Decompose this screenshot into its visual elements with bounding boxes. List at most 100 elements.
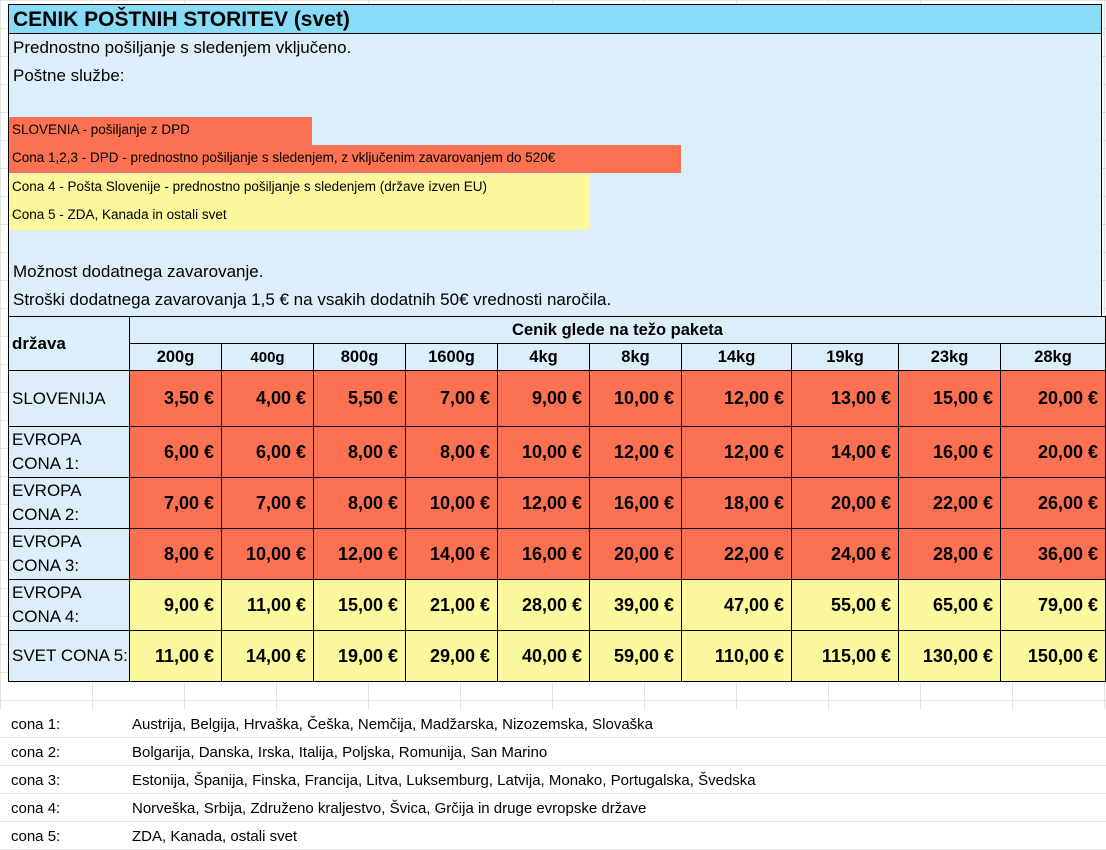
price-cell[interactable]: 29,00 € <box>405 630 498 682</box>
price-cell[interactable]: 14,00 € <box>791 426 899 478</box>
price-cell[interactable]: 55,00 € <box>791 579 899 631</box>
price-cell[interactable]: 20,00 € <box>1000 370 1106 427</box>
price-cell[interactable]: 4,00 € <box>221 370 314 427</box>
title-cell[interactable]: CENIK POŠTNIH STORITEV (svet) <box>8 4 1102 34</box>
price-cell[interactable]: 7,00 € <box>129 477 222 529</box>
price-cell[interactable]: 8,00 € <box>313 426 406 478</box>
weight-header[interactable]: 800g <box>313 343 406 371</box>
row-divider <box>0 793 1106 794</box>
country-cell[interactable]: EVROPA CONA 3: <box>8 528 130 580</box>
price-cell[interactable]: 15,00 € <box>313 579 406 631</box>
country-cell[interactable]: EVROPA CONA 4: <box>8 579 130 631</box>
price-cell[interactable]: 19,00 € <box>313 630 406 682</box>
price-cell[interactable]: 6,00 € <box>221 426 314 478</box>
price-cell[interactable]: 10,00 € <box>221 528 314 580</box>
price-cell[interactable]: 12,00 € <box>681 370 792 427</box>
zone-countries[interactable]: ZDA, Kanada, ostali svet <box>132 828 298 845</box>
price-cell[interactable]: 28,00 € <box>497 579 590 631</box>
price-cell[interactable]: 20,00 € <box>589 528 682 580</box>
band-cona-4-text: Cona 4 - Pošta Slovenije - prednostno po… <box>12 179 487 194</box>
price-cell[interactable]: 14,00 € <box>405 528 498 580</box>
price-cell[interactable]: 36,00 € <box>1000 528 1106 580</box>
price-cell[interactable]: 59,00 € <box>589 630 682 682</box>
weight-header[interactable]: 19kg <box>791 343 899 371</box>
weight-header[interactable]: 28kg <box>1000 343 1106 371</box>
price-cell[interactable]: 150,00 € <box>1000 630 1106 682</box>
weight-header[interactable]: 200g <box>129 343 222 371</box>
zone-key[interactable]: cona 5: <box>11 828 61 845</box>
weight-header[interactable]: 23kg <box>898 343 1001 371</box>
price-cell[interactable]: 16,00 € <box>497 528 590 580</box>
country-cell[interactable]: SVET CONA 5: <box>8 630 130 682</box>
weight-header[interactable]: 1600g <box>405 343 498 371</box>
price-cell[interactable]: 115,00 € <box>791 630 899 682</box>
band-cona-5: Cona 5 - ZDA, Kanada in ostali svet <box>9 202 589 230</box>
price-cell[interactable]: 9,00 € <box>129 579 222 631</box>
price-cell[interactable]: 3,50 € <box>129 370 222 427</box>
country-cell[interactable]: SLOVENIJA <box>8 370 130 427</box>
price-cell[interactable]: 20,00 € <box>1000 426 1106 478</box>
zone-key[interactable]: cona 4: <box>11 800 61 817</box>
zone-countries[interactable]: Bolgarija, Danska, Irska, Italija, Poljs… <box>132 744 548 761</box>
price-cell[interactable]: 7,00 € <box>221 477 314 529</box>
price-cell[interactable]: 12,00 € <box>589 426 682 478</box>
price-cell[interactable]: 20,00 € <box>791 477 899 529</box>
price-cell[interactable]: 13,00 € <box>791 370 899 427</box>
price-cell[interactable]: 12,00 € <box>681 426 792 478</box>
zone-row: cona 3: Estonija, Španija, Finska, Franci… <box>0 766 1106 794</box>
weight-header[interactable]: 14kg <box>681 343 792 371</box>
zone-countries[interactable]: Norveška, Srbija, Združeno kraljestvo, Š… <box>132 800 647 817</box>
zone-key[interactable]: cona 1: <box>11 716 61 733</box>
weight-header[interactable]: 4kg <box>497 343 590 371</box>
price-cell[interactable]: 12,00 € <box>313 528 406 580</box>
price-cell[interactable]: 5,50 € <box>313 370 406 427</box>
band-cona-1-2-3: Cona 1,2,3 - DPD - prednostno pošiljanje… <box>9 145 681 173</box>
price-cell[interactable]: 39,00 € <box>589 579 682 631</box>
price-cell[interactable]: 28,00 € <box>898 528 1001 580</box>
price-cell[interactable]: 7,00 € <box>405 370 498 427</box>
price-cell[interactable]: 8,00 € <box>405 426 498 478</box>
price-cell[interactable]: 10,00 € <box>497 426 590 478</box>
price-cell[interactable]: 10,00 € <box>405 477 498 529</box>
price-cell[interactable]: 15,00 € <box>898 370 1001 427</box>
price-cell[interactable]: 18,00 € <box>681 477 792 529</box>
price-cell[interactable]: 21,00 € <box>405 579 498 631</box>
zone-countries[interactable]: Austrija, Belgija, Hrvaška, Češka, Nemči… <box>132 716 654 733</box>
band-slovenia: SLOVENIA - pošiljanje z DPD <box>9 117 312 145</box>
price-cell[interactable]: 22,00 € <box>681 528 792 580</box>
country-cell[interactable]: EVROPA CONA 1: <box>8 426 130 478</box>
price-row: EVROPA CONA 4: 9,00 €11,00 €15,00 €21,00 … <box>8 579 1106 631</box>
price-cell[interactable]: 16,00 € <box>898 426 1001 478</box>
info-tracking-line: Prednostno pošiljanje s sledenjem vključ… <box>13 38 352 57</box>
price-cell[interactable]: 24,00 € <box>791 528 899 580</box>
info-box: Prednostno pošiljanje s sledenjem vključ… <box>8 34 1102 316</box>
price-cell[interactable]: 11,00 € <box>129 630 222 682</box>
weight-header[interactable]: 400g <box>221 343 314 371</box>
price-cell[interactable]: 11,00 € <box>221 579 314 631</box>
price-cell[interactable]: 8,00 € <box>313 477 406 529</box>
weight-group-header[interactable]: Cenik glede na težo paketa <box>129 316 1106 344</box>
price-cell[interactable]: 16,00 € <box>589 477 682 529</box>
price-cell[interactable]: 10,00 € <box>589 370 682 427</box>
price-cell[interactable]: 79,00 € <box>1000 579 1106 631</box>
price-cell[interactable]: 47,00 € <box>681 579 792 631</box>
zone-countries[interactable]: Estonija, Španija, Finska, Francija, Lit… <box>132 772 756 789</box>
zone-key[interactable]: cona 3: <box>11 772 61 789</box>
price-cell[interactable]: 9,00 € <box>497 370 590 427</box>
weight-header[interactable]: 8kg <box>589 343 682 371</box>
price-cell[interactable]: 6,00 € <box>129 426 222 478</box>
price-cell[interactable]: 130,00 € <box>898 630 1001 682</box>
country-header[interactable]: država <box>8 316 130 371</box>
price-cell[interactable]: 22,00 € <box>898 477 1001 529</box>
price-cell[interactable]: 110,00 € <box>681 630 792 682</box>
zone-key[interactable]: cona 2: <box>11 744 61 761</box>
price-cell[interactable]: 12,00 € <box>497 477 590 529</box>
price-cell[interactable]: 14,00 € <box>221 630 314 682</box>
band-cona-5-text: Cona 5 - ZDA, Kanada in ostali svet <box>12 207 227 222</box>
price-cell[interactable]: 65,00 € <box>898 579 1001 631</box>
price-cell[interactable]: 8,00 € <box>129 528 222 580</box>
zone-row: cona 1: Austrija, Belgija, Hrvaška, Češka… <box>0 710 1106 738</box>
price-cell[interactable]: 40,00 € <box>497 630 590 682</box>
price-cell[interactable]: 26,00 € <box>1000 477 1106 529</box>
country-cell[interactable]: EVROPA CONA 2: <box>8 477 130 529</box>
